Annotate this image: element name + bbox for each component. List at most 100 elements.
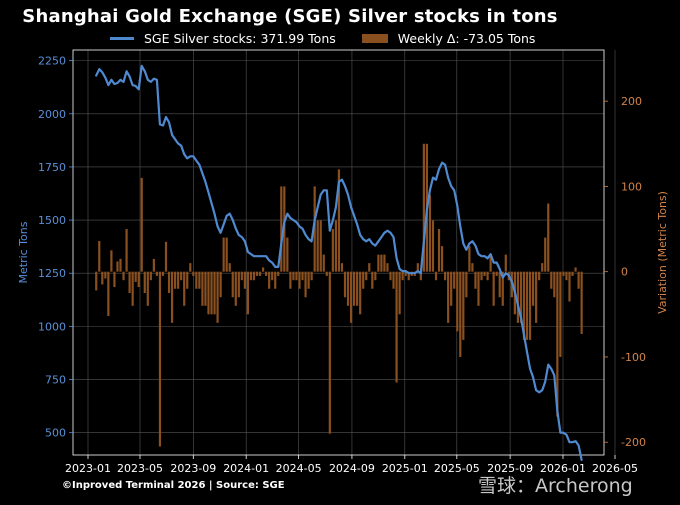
- weekly-change-bar: [356, 271, 359, 306]
- weekly-change-bar: [189, 263, 192, 272]
- weekly-change-bar: [183, 271, 186, 306]
- weekly-change-bar: [113, 271, 116, 288]
- weekly-change-bar: [377, 254, 380, 272]
- weekly-change-bar: [116, 261, 119, 272]
- y-left-tick-label: 1000: [38, 320, 66, 333]
- y-left-tick-label: 1500: [38, 214, 66, 227]
- weekly-change-bar: [277, 271, 280, 276]
- weekly-change-bar: [307, 271, 310, 289]
- legend-label-weekly-change: Weekly Δ: -73.05 Tons: [397, 31, 536, 46]
- weekly-change-bar: [404, 271, 407, 276]
- weekly-change-bar: [362, 271, 365, 289]
- weekly-change-bar: [237, 271, 240, 298]
- weekly-change-bar: [477, 271, 480, 306]
- weekly-change-bar: [143, 271, 146, 293]
- weekly-change-bar: [271, 271, 274, 281]
- x-tick-label: 2025-01: [382, 462, 428, 475]
- weekly-change-bar: [531, 271, 535, 306]
- weekly-change-bar: [380, 254, 383, 272]
- weekly-change-bar: [392, 271, 395, 289]
- weekly-change-bar: [186, 271, 189, 289]
- weekly-change-bar: [453, 271, 456, 289]
- weekly-change-bar: [556, 271, 559, 417]
- legend: SGE Silver stocks: 371.99 Tons Weekly Δ:…: [110, 31, 561, 46]
- weekly-change-bar: [210, 271, 213, 315]
- weekly-change-bar: [550, 271, 553, 289]
- weekly-change-bar: [240, 271, 243, 281]
- y-left-tick-label: 500: [45, 427, 66, 440]
- weekly-change-bar: [459, 271, 462, 357]
- grid-lines: [73, 50, 616, 455]
- legend-item-weekly-change: Weekly Δ: -73.05 Tons: [361, 31, 536, 46]
- weekly-change-bar: [98, 240, 101, 272]
- weekly-change-bar: [313, 186, 316, 272]
- legend-label-stocks: SGE Silver stocks: 371.99 Tons: [144, 31, 336, 46]
- weekly-change-bar: [498, 271, 501, 298]
- weekly-change-bar: [359, 271, 362, 315]
- weekly-change-bar: [164, 241, 168, 272]
- legend-line-swatch: [110, 37, 134, 40]
- weekly-change-bar: [528, 271, 532, 340]
- silver-stocks-line: [95, 64, 583, 461]
- legend-bar-swatch: [361, 34, 388, 43]
- weekly-change-bar: [201, 271, 204, 306]
- x-tick-label: 2024-05: [276, 462, 322, 475]
- weekly-change-bar: [416, 263, 419, 272]
- weekly-change-bar: [261, 267, 265, 272]
- weekly-change-bar: [565, 271, 568, 281]
- weekly-change-bar: [222, 237, 225, 272]
- weekly-change-bar: [167, 271, 171, 293]
- weekly-change-bar: [198, 271, 201, 289]
- weekly-change-bar: [122, 271, 125, 281]
- weekly-change-bar: [371, 271, 374, 289]
- weekly-change-bar: [319, 220, 322, 272]
- weekly-change-bar: [447, 271, 450, 323]
- weekly-change-bar: [337, 169, 341, 272]
- y-axis-left: 500 750 1000 1250 1500 1750 2000 2250 Metric Ton…: [17, 55, 73, 440]
- weekly-change-bar: [401, 271, 404, 281]
- weekly-change-bar: [216, 271, 219, 323]
- weekly-change-bar: [110, 250, 113, 272]
- weekly-change-bar: [346, 271, 350, 306]
- weekly-change-bar: [480, 271, 483, 281]
- weekly-change-bar: [286, 237, 289, 272]
- weekly-change-bar: [104, 271, 107, 279]
- y-left-tick-label: 2250: [38, 55, 66, 68]
- weekly-change-bar: [301, 271, 304, 281]
- weekly-change-bar: [538, 271, 541, 281]
- weekly-change-bar: [389, 271, 392, 281]
- y-axis-right: -200 -100 0 100 200 Variation (Metric Tons): [604, 95, 669, 449]
- weekly-change-bar: [522, 271, 526, 340]
- weekly-change-bar: [553, 271, 556, 298]
- weekly-change-bar: [128, 271, 131, 293]
- weekly-change-bar: [174, 271, 177, 289]
- weekly-change-bar: [119, 258, 122, 272]
- weekly-change-bar: [180, 271, 183, 281]
- weekly-change-bar: [407, 271, 410, 281]
- weekly-change-bar: [419, 271, 422, 281]
- weekly-change-bar: [471, 263, 474, 272]
- weekly-change-bar: [310, 271, 313, 281]
- weekly-change-bar: [386, 263, 389, 272]
- source-footer: ©Inproved Terminal 2026 | Source: SGE: [62, 480, 285, 491]
- weekly-change-bar: [340, 263, 344, 272]
- weekly-change-bar: [519, 271, 523, 323]
- weekly-change-bar: [268, 271, 271, 289]
- weekly-change-bar: [504, 254, 507, 272]
- weekly-change-bar: [559, 271, 562, 357]
- weekly-change-bar: [495, 271, 498, 276]
- weekly-change-bar: [562, 271, 565, 276]
- weekly-change-bar: [444, 271, 447, 281]
- weekly-change-bar: [234, 271, 237, 306]
- weekly-change-bar: [398, 271, 401, 315]
- weekly-change-bar: [140, 177, 143, 272]
- watermark: 雪球：Archerong: [478, 475, 633, 497]
- x-axis: 2023-01 2023-05 2023-09 2024-01 2024-05 2024-…: [65, 455, 638, 475]
- weekly-change-bar: [304, 271, 307, 298]
- weekly-change-bar: [101, 271, 104, 285]
- weekly-change-bar: [462, 271, 465, 340]
- weekly-change-bar: [571, 271, 574, 276]
- weekly-change-bar: [292, 271, 295, 281]
- y-left-tick-label: 1250: [38, 267, 66, 280]
- weekly-change-bar: [574, 267, 577, 272]
